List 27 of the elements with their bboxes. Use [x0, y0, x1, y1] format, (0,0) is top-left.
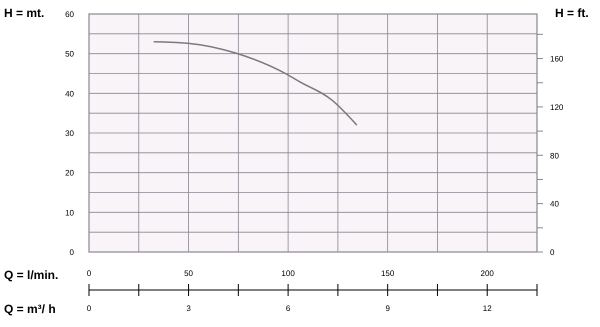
x-axis-title: Q = l/min.	[4, 268, 58, 282]
y-tick-label: 40	[65, 89, 75, 98]
y2-tick-label: 80	[550, 151, 560, 160]
y2-tick-label: 160	[550, 54, 564, 64]
y-tick-label: 60	[65, 10, 75, 19]
x2-tick-label: 12	[482, 304, 492, 313]
y-tick-label: 10	[65, 208, 75, 218]
x2-tick-label: 0	[86, 304, 92, 313]
y2-tick-label: 0	[550, 248, 555, 257]
x2-axis-title: Q = m³/ h	[4, 302, 56, 316]
x-tick-label: 200	[480, 269, 494, 278]
y-tick-label: 30	[65, 129, 75, 138]
x-tick-label: 150	[380, 269, 395, 278]
x-tick-label: 0	[86, 269, 92, 278]
y-tick-label: 20	[65, 168, 75, 178]
x2-tick-label: 9	[385, 304, 390, 313]
y2-tick-label: 120	[550, 102, 564, 112]
x-tick-label: 50	[184, 269, 194, 278]
y-tick-label: 0	[70, 248, 75, 257]
y2-axis-title: H = ft.	[555, 6, 589, 20]
x-tick-label: 100	[281, 269, 296, 278]
y2-tick-label: 40	[550, 200, 560, 209]
x2-tick-label: 3	[186, 304, 192, 313]
y-axis-title: H = mt.	[4, 6, 44, 20]
y-tick-label: 50	[65, 50, 75, 59]
line-series	[152, 41, 358, 126]
x2-tick-label: 6	[286, 304, 291, 313]
